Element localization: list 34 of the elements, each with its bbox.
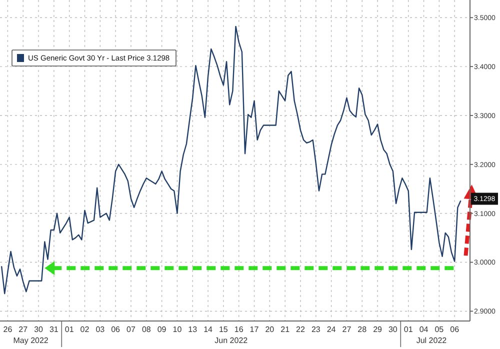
x-tick-label: 20 [265,325,275,334]
text: Jul 2022 [416,336,448,345]
x-tick-label: 05 [434,325,444,334]
x-tick-label: 03 [96,325,106,334]
text: Jun 2022 [214,336,248,345]
x-tick-label: 26 [3,325,13,334]
x-tick-label: 16 [234,325,244,334]
x-tick-label: 04 [419,325,429,334]
x-tick-label: 21 [280,325,290,334]
x-tick-label: 15 [218,325,228,334]
x-tick-label: 28 [358,325,368,334]
x-tick-label: 27 [342,325,352,334]
x-tick-label: 30 [388,325,398,334]
text: May 2022 [13,336,49,345]
x-tick-label: 14 [204,325,214,334]
x-tick-label: 13 [188,325,198,334]
x-tick-label: 29 [373,325,383,334]
x-tick-label: 23 [311,325,321,334]
line-series [0,26,462,294]
x-tick-label: 02 [80,325,90,334]
x-tick-label: 06 [111,325,121,334]
x-tick-label: 08 [142,325,152,334]
x-tick-label: 01 [64,325,74,334]
x-tick-label: 31 [49,325,59,334]
x-tick-label: 27 [18,325,28,334]
x-tick-label: 17 [250,325,260,334]
x-tick-label: 09 [157,325,167,334]
x-tick-label: 10 [172,325,182,334]
x-tick-label: 30 [34,325,44,334]
x-tick-label: 07 [126,325,136,334]
x-tick-label: 22 [296,325,306,334]
x-tick-label: 06 [450,325,460,334]
x-tick-label: 01 [404,325,414,334]
x-tick-label: 24 [326,325,336,334]
